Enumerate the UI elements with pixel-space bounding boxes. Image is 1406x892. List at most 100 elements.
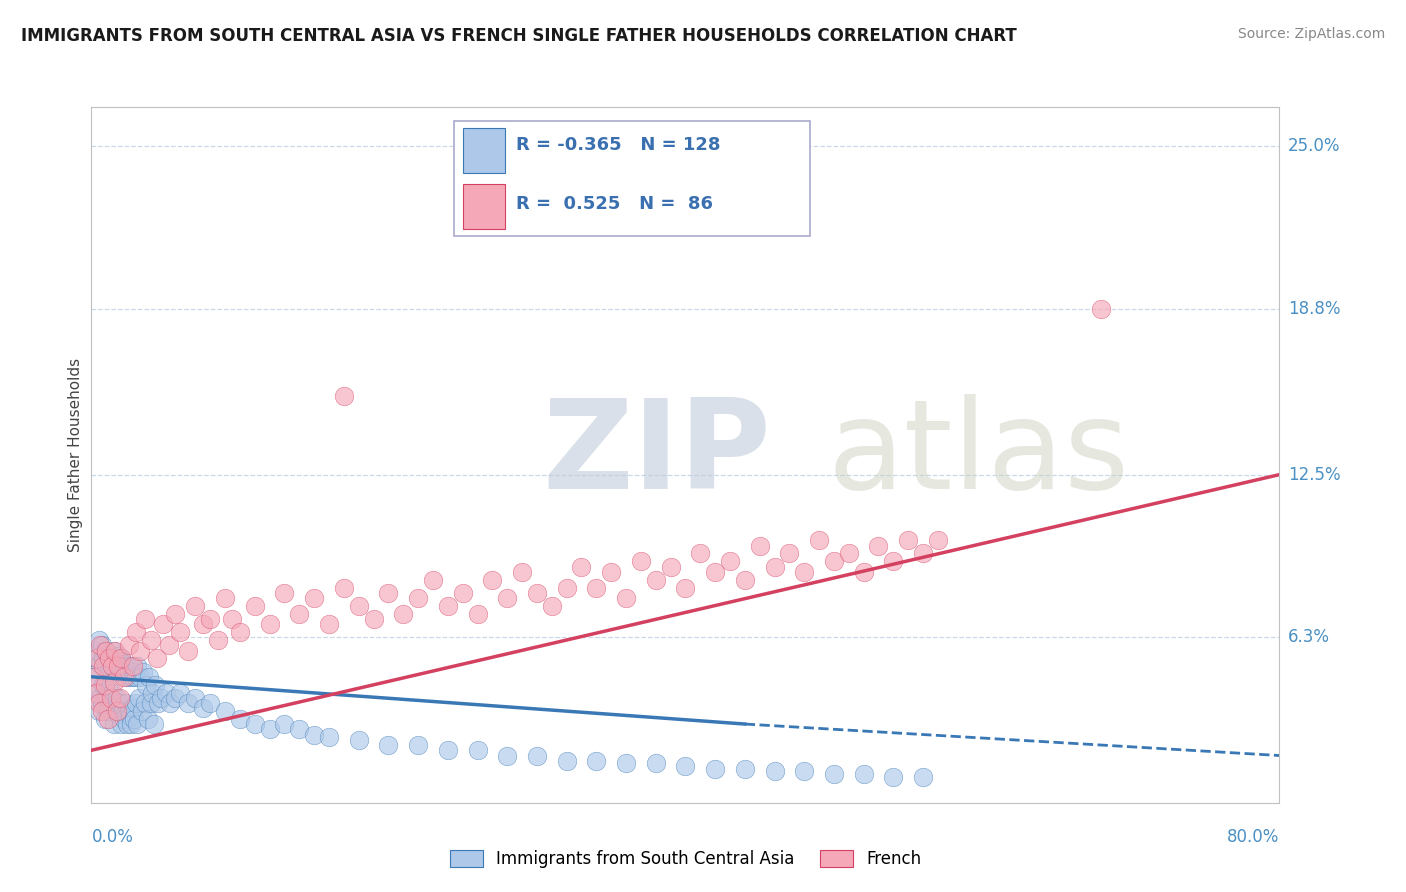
Point xyxy=(644,573,666,587)
Point xyxy=(911,770,934,784)
FancyBboxPatch shape xyxy=(454,121,810,235)
Point xyxy=(94,643,117,657)
Point xyxy=(273,717,295,731)
Point xyxy=(89,638,111,652)
Point xyxy=(121,659,143,673)
Point xyxy=(104,643,127,657)
Point xyxy=(97,712,120,726)
Point xyxy=(302,727,325,741)
Point xyxy=(614,591,637,605)
Point xyxy=(117,704,139,718)
Point xyxy=(138,670,160,684)
Text: atlas: atlas xyxy=(828,394,1130,516)
Point xyxy=(526,586,548,600)
Point xyxy=(114,696,136,710)
Point xyxy=(98,665,121,679)
Point xyxy=(763,764,786,779)
Point xyxy=(118,670,141,684)
Point xyxy=(273,586,295,600)
Point xyxy=(555,581,578,595)
Point xyxy=(318,730,340,744)
Point xyxy=(122,670,145,684)
Point xyxy=(852,767,875,781)
Text: 18.8%: 18.8% xyxy=(1288,301,1340,318)
Point xyxy=(83,670,105,684)
Point xyxy=(121,717,143,731)
Point xyxy=(125,670,148,684)
Point xyxy=(436,599,458,613)
Point xyxy=(169,685,191,699)
Point xyxy=(259,617,281,632)
Point xyxy=(897,533,920,548)
Point xyxy=(143,678,166,692)
Point xyxy=(132,665,155,679)
Point xyxy=(526,748,548,763)
Point xyxy=(673,581,696,595)
Point xyxy=(127,717,149,731)
Point xyxy=(377,586,399,600)
Point xyxy=(243,599,266,613)
Point xyxy=(97,648,120,663)
Point xyxy=(91,651,114,665)
Text: 25.0%: 25.0% xyxy=(1288,137,1340,155)
Point xyxy=(118,709,141,723)
Point xyxy=(748,539,770,553)
Point xyxy=(467,607,489,621)
Point xyxy=(496,748,519,763)
Point xyxy=(852,565,875,579)
Point xyxy=(108,659,131,673)
Text: 12.5%: 12.5% xyxy=(1288,466,1340,483)
Point xyxy=(630,554,652,568)
Point xyxy=(131,704,153,718)
Point xyxy=(347,599,370,613)
Point xyxy=(103,675,125,690)
Point xyxy=(124,712,146,726)
Point xyxy=(96,643,118,657)
Point xyxy=(882,770,904,784)
Point xyxy=(105,665,128,679)
Point xyxy=(585,754,607,768)
Point xyxy=(98,651,121,665)
Point xyxy=(302,591,325,605)
Point xyxy=(122,701,145,715)
Point xyxy=(89,657,111,671)
Point xyxy=(221,612,243,626)
Point xyxy=(108,690,131,705)
Point xyxy=(184,599,207,613)
Point xyxy=(406,591,429,605)
Point xyxy=(927,533,949,548)
Point xyxy=(90,704,112,718)
Point xyxy=(763,559,786,574)
Point xyxy=(96,690,118,705)
Point xyxy=(84,651,107,665)
Point xyxy=(117,638,139,652)
Point xyxy=(191,701,214,715)
Point xyxy=(644,153,666,167)
Point xyxy=(734,762,756,776)
Point xyxy=(229,625,252,640)
Point xyxy=(139,696,162,710)
Point xyxy=(673,759,696,773)
Point xyxy=(169,625,191,640)
Point xyxy=(101,659,124,673)
Point xyxy=(808,533,831,548)
Point xyxy=(451,586,474,600)
Text: 80.0%: 80.0% xyxy=(1227,828,1279,846)
Point xyxy=(141,685,163,699)
Point xyxy=(107,706,129,721)
Point xyxy=(128,690,150,705)
Point xyxy=(288,723,311,737)
Point xyxy=(436,743,458,757)
Point xyxy=(555,754,578,768)
Point xyxy=(100,651,122,665)
Point xyxy=(87,704,110,718)
Point xyxy=(103,643,125,657)
Point xyxy=(333,581,356,595)
Point xyxy=(644,756,666,771)
Text: 0.0%: 0.0% xyxy=(91,828,134,846)
Point xyxy=(91,678,114,692)
Point xyxy=(101,659,124,673)
Point xyxy=(98,682,121,697)
Point xyxy=(778,546,800,560)
Text: ZIP: ZIP xyxy=(543,394,772,516)
